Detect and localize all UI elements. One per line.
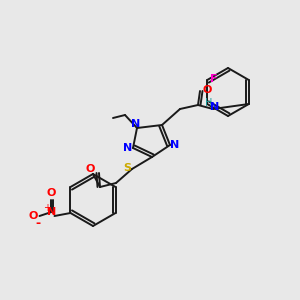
Text: O: O xyxy=(47,188,56,198)
Text: -: - xyxy=(35,218,40,230)
Text: H: H xyxy=(205,98,213,108)
Text: +: + xyxy=(44,203,52,213)
Text: N: N xyxy=(131,119,141,129)
Text: O: O xyxy=(29,211,38,221)
Text: F: F xyxy=(211,74,218,84)
Text: S: S xyxy=(123,163,131,173)
Text: O: O xyxy=(202,85,212,95)
Text: N: N xyxy=(47,207,56,217)
Text: O: O xyxy=(85,164,95,174)
Text: N: N xyxy=(123,143,133,153)
Text: N: N xyxy=(210,102,220,112)
Text: N: N xyxy=(170,140,180,150)
